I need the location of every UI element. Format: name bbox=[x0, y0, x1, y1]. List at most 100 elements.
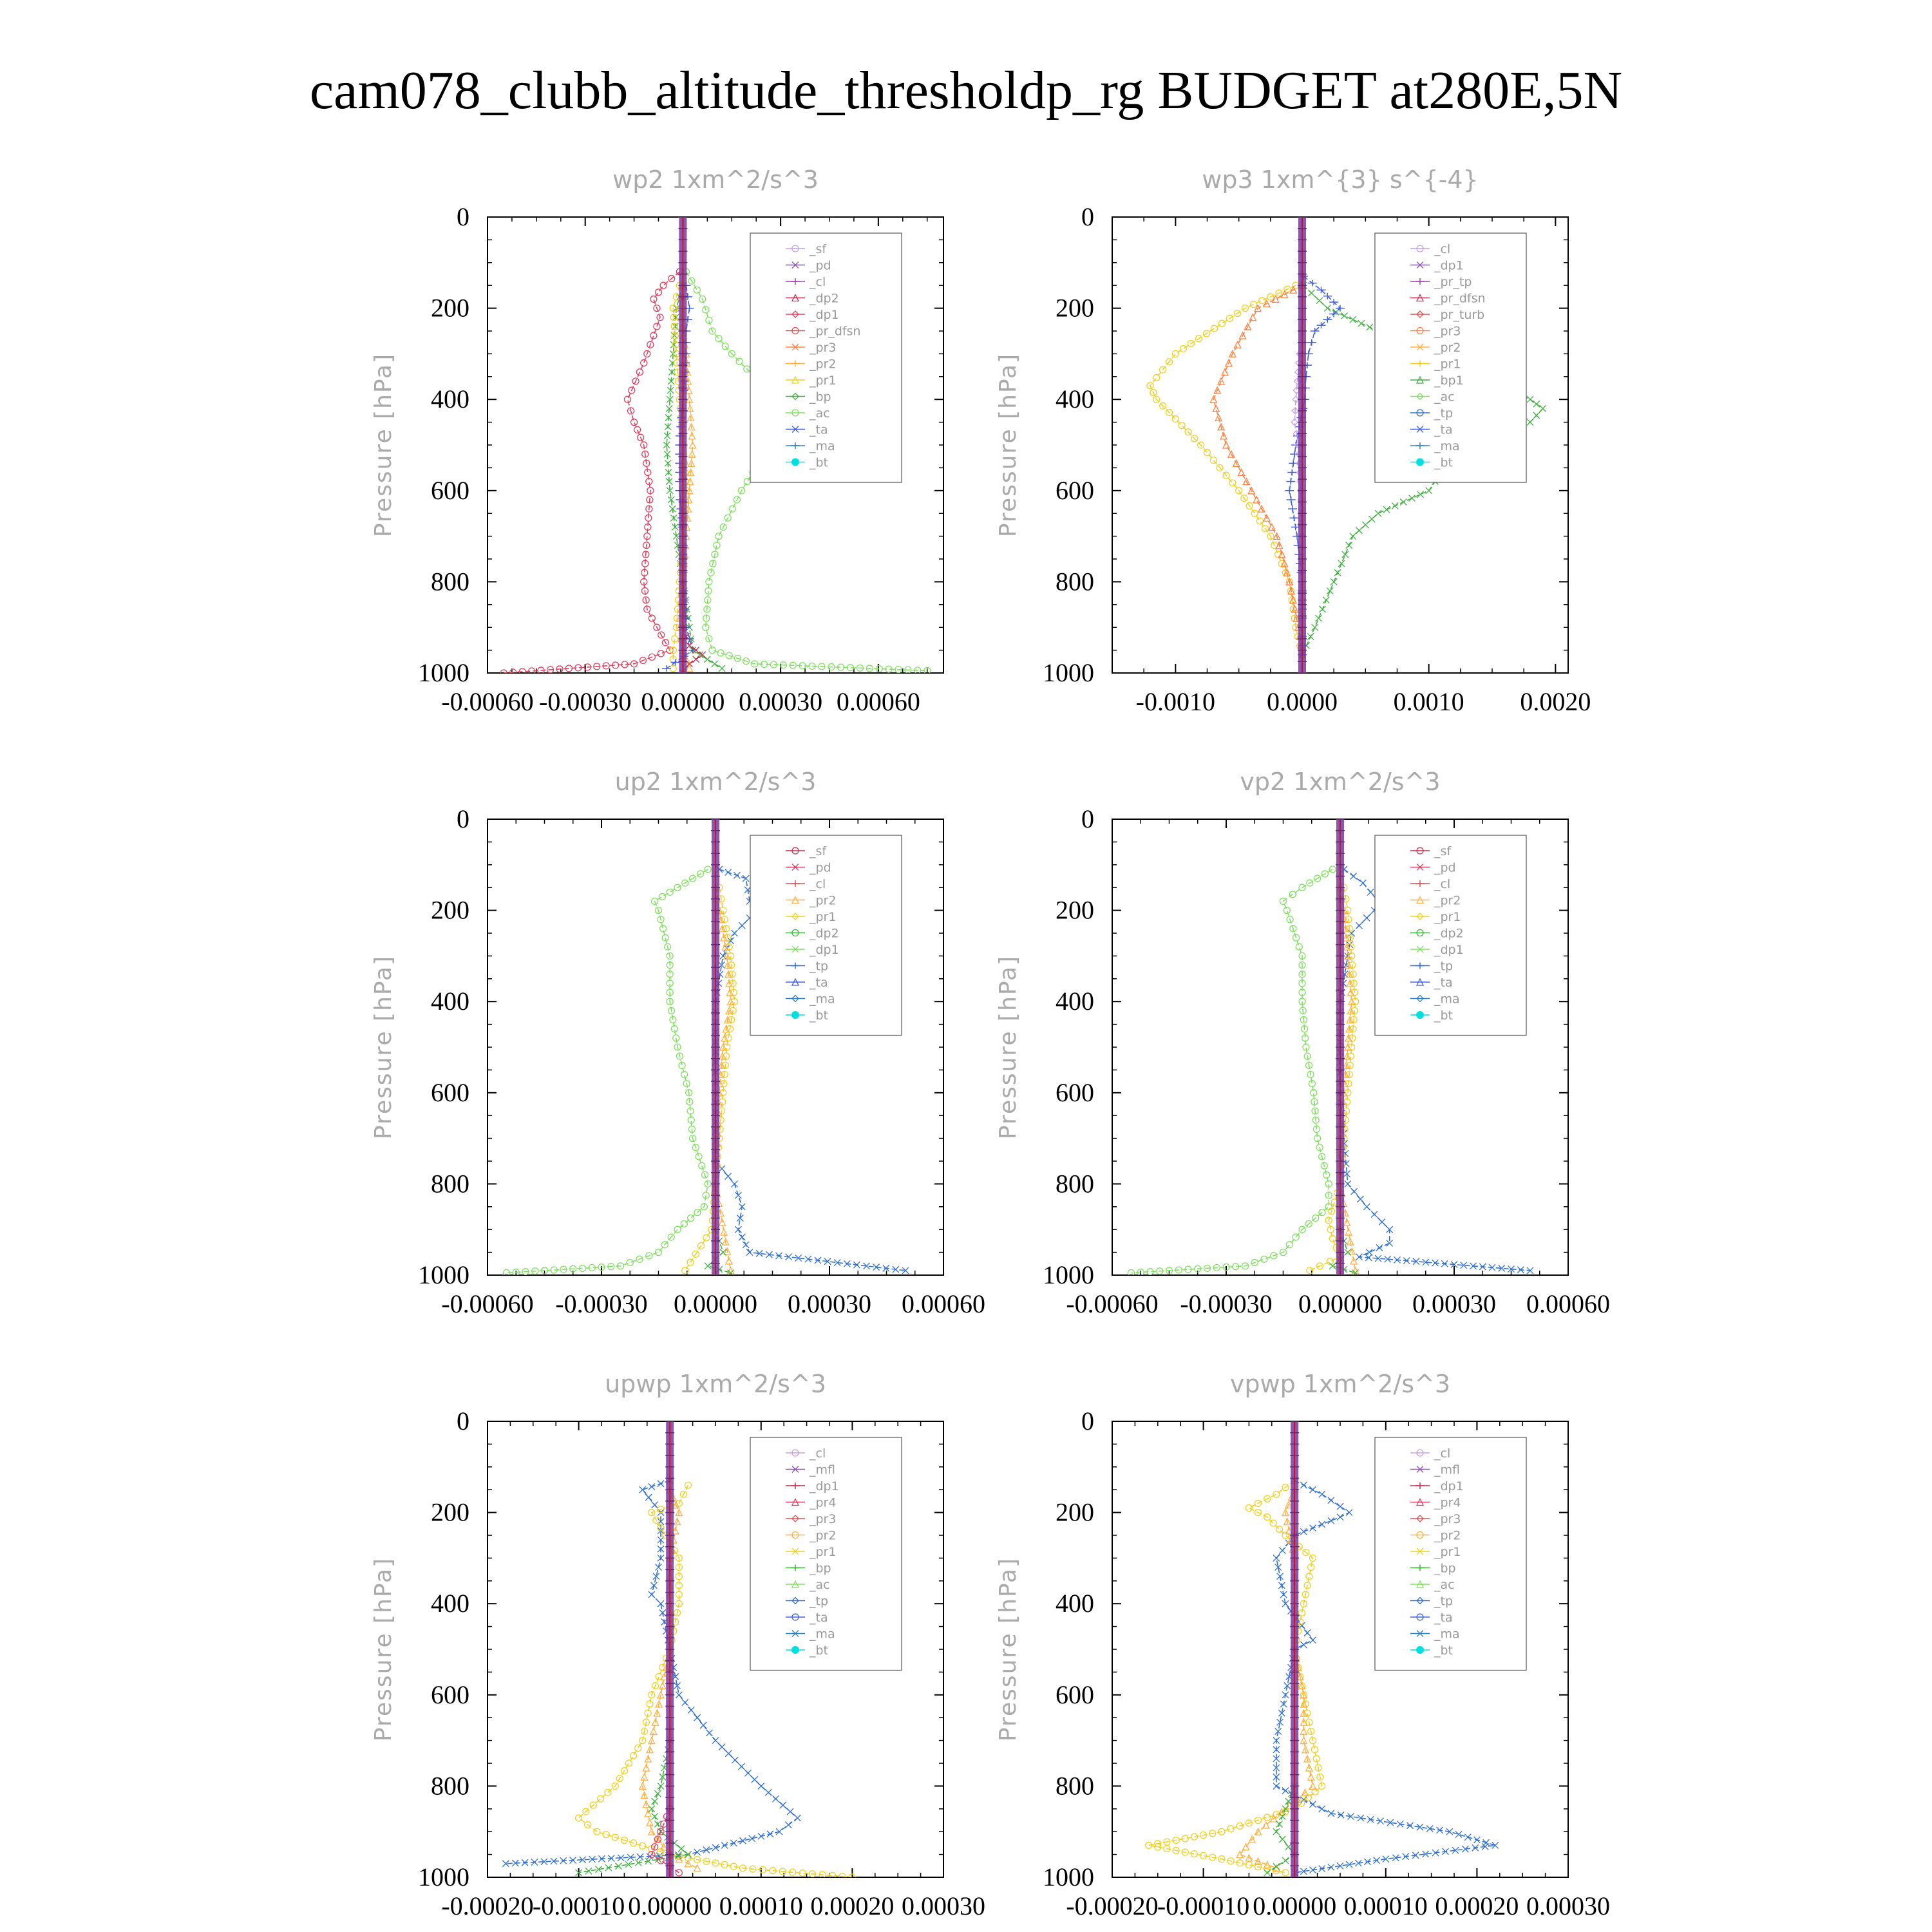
legend-label: _bt bbox=[1434, 1643, 1453, 1658]
data-point bbox=[1287, 587, 1296, 595]
data-point bbox=[1488, 1264, 1496, 1271]
data-point bbox=[1347, 1006, 1355, 1015]
data-point bbox=[666, 888, 674, 896]
data-point bbox=[630, 418, 638, 426]
legend-marker bbox=[1416, 426, 1424, 433]
data-point bbox=[657, 1480, 665, 1488]
data-point bbox=[598, 1263, 605, 1271]
x-tick-label: -0.00020 bbox=[441, 1891, 533, 1920]
data-point bbox=[757, 1782, 765, 1790]
data-point bbox=[1285, 577, 1294, 586]
data-point bbox=[1300, 1796, 1307, 1804]
y-tick-label: 1000 bbox=[418, 1260, 469, 1289]
y-tick-label: 200 bbox=[1056, 896, 1094, 925]
data-point bbox=[738, 1203, 746, 1211]
data-point bbox=[1163, 1845, 1171, 1853]
data-point bbox=[1318, 1782, 1326, 1790]
data-point bbox=[1345, 970, 1354, 978]
data-point bbox=[1382, 1855, 1390, 1863]
data-point bbox=[1422, 1850, 1430, 1858]
x-tick-label: 0.00000 bbox=[1298, 1289, 1382, 1318]
legend-marker bbox=[791, 1564, 800, 1571]
data-point bbox=[625, 1759, 633, 1767]
data-point bbox=[705, 635, 713, 643]
data-point bbox=[722, 925, 730, 933]
data-point bbox=[1350, 989, 1359, 996]
data-point bbox=[1318, 1865, 1326, 1873]
data-point bbox=[736, 1215, 744, 1222]
data-point bbox=[1229, 479, 1236, 487]
data-point bbox=[1343, 1170, 1350, 1178]
data-point bbox=[1316, 1262, 1324, 1270]
legend-label: _ac bbox=[809, 406, 830, 421]
data-point bbox=[1406, 1822, 1414, 1830]
legend-label: _ac bbox=[809, 1578, 830, 1592]
y-tick-label: 200 bbox=[431, 896, 469, 925]
data-point bbox=[1273, 1737, 1280, 1745]
data-point bbox=[705, 316, 713, 325]
data-point bbox=[863, 1262, 870, 1270]
data-point bbox=[623, 395, 632, 403]
data-point bbox=[607, 1263, 615, 1271]
x-tick-label: 0.00060 bbox=[902, 1289, 985, 1318]
panel-title: upwp 1xm^2/s^3 bbox=[605, 1370, 826, 1398]
data-point bbox=[1309, 1486, 1316, 1493]
x-tick-label: 0.00030 bbox=[902, 1891, 985, 1920]
legend-marker bbox=[791, 1580, 800, 1588]
data-point bbox=[646, 1700, 654, 1708]
data-point bbox=[687, 459, 696, 467]
data-point bbox=[1227, 450, 1235, 458]
data-point bbox=[1184, 428, 1192, 436]
data-point bbox=[769, 1867, 777, 1875]
data-point bbox=[1361, 521, 1369, 529]
data-point bbox=[1368, 515, 1376, 523]
data-point bbox=[647, 341, 654, 348]
data-point bbox=[1394, 1256, 1401, 1264]
y-axis-label: Pressure [hPa] bbox=[995, 1557, 1021, 1741]
legend-label: _pr2 bbox=[809, 357, 836, 372]
data-point bbox=[1328, 1208, 1336, 1215]
y-tick-label: 800 bbox=[431, 1771, 469, 1800]
data-point bbox=[1329, 310, 1339, 317]
data-point bbox=[661, 1241, 668, 1249]
data-point bbox=[692, 647, 700, 654]
data-point bbox=[634, 1744, 642, 1752]
data-point bbox=[1344, 1180, 1352, 1188]
data-point bbox=[1228, 349, 1236, 358]
x-tick-label: 0.0010 bbox=[1394, 687, 1464, 716]
data-point bbox=[1213, 1264, 1220, 1272]
legend-label: _tp bbox=[1434, 406, 1453, 421]
y-axis-label: Pressure [hPa] bbox=[370, 353, 397, 537]
data-point bbox=[1275, 1525, 1283, 1533]
legend-label: _dp1 bbox=[1434, 943, 1464, 957]
data-point bbox=[1330, 578, 1338, 585]
x-tick-label: 0.00010 bbox=[1344, 1891, 1428, 1920]
data-point bbox=[1374, 509, 1382, 517]
data-point bbox=[643, 542, 650, 549]
data-point bbox=[683, 1079, 690, 1088]
data-point bbox=[1291, 418, 1299, 426]
data-point bbox=[1472, 1844, 1479, 1852]
panel-title: vp2 1xm^2/s^3 bbox=[1240, 768, 1440, 796]
series-group bbox=[1144, 1421, 1499, 1877]
data-point bbox=[892, 1265, 900, 1273]
data-point bbox=[703, 1857, 710, 1865]
data-point bbox=[1306, 1267, 1314, 1274]
data-point bbox=[1342, 933, 1350, 942]
data-point bbox=[779, 1868, 786, 1875]
legend-marker bbox=[791, 1531, 799, 1539]
data-point bbox=[793, 1814, 801, 1822]
data-point bbox=[1345, 1227, 1353, 1236]
data-point bbox=[639, 1842, 647, 1850]
data-point bbox=[664, 943, 672, 951]
data-point bbox=[1262, 1821, 1270, 1829]
data-point bbox=[1282, 1869, 1289, 1877]
data-point bbox=[641, 587, 649, 595]
data-point bbox=[814, 1256, 822, 1264]
data-point bbox=[725, 943, 733, 951]
data-point bbox=[828, 663, 835, 671]
data-point bbox=[647, 1827, 656, 1835]
data-point bbox=[715, 335, 723, 343]
data-point bbox=[1300, 1025, 1309, 1033]
x-tick-label: 0.0020 bbox=[1520, 687, 1591, 716]
